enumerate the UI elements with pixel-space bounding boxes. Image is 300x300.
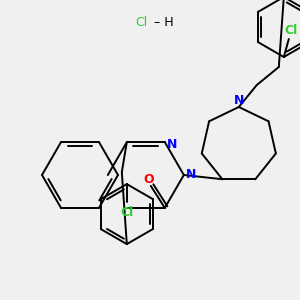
Text: Cl: Cl: [120, 206, 134, 219]
Text: N: N: [167, 138, 177, 151]
Text: N: N: [186, 169, 196, 182]
Text: O: O: [143, 173, 154, 186]
Text: Cl: Cl: [284, 25, 297, 38]
Text: – H: – H: [150, 16, 174, 28]
Text: Cl: Cl: [136, 16, 148, 28]
Text: N: N: [234, 94, 244, 106]
